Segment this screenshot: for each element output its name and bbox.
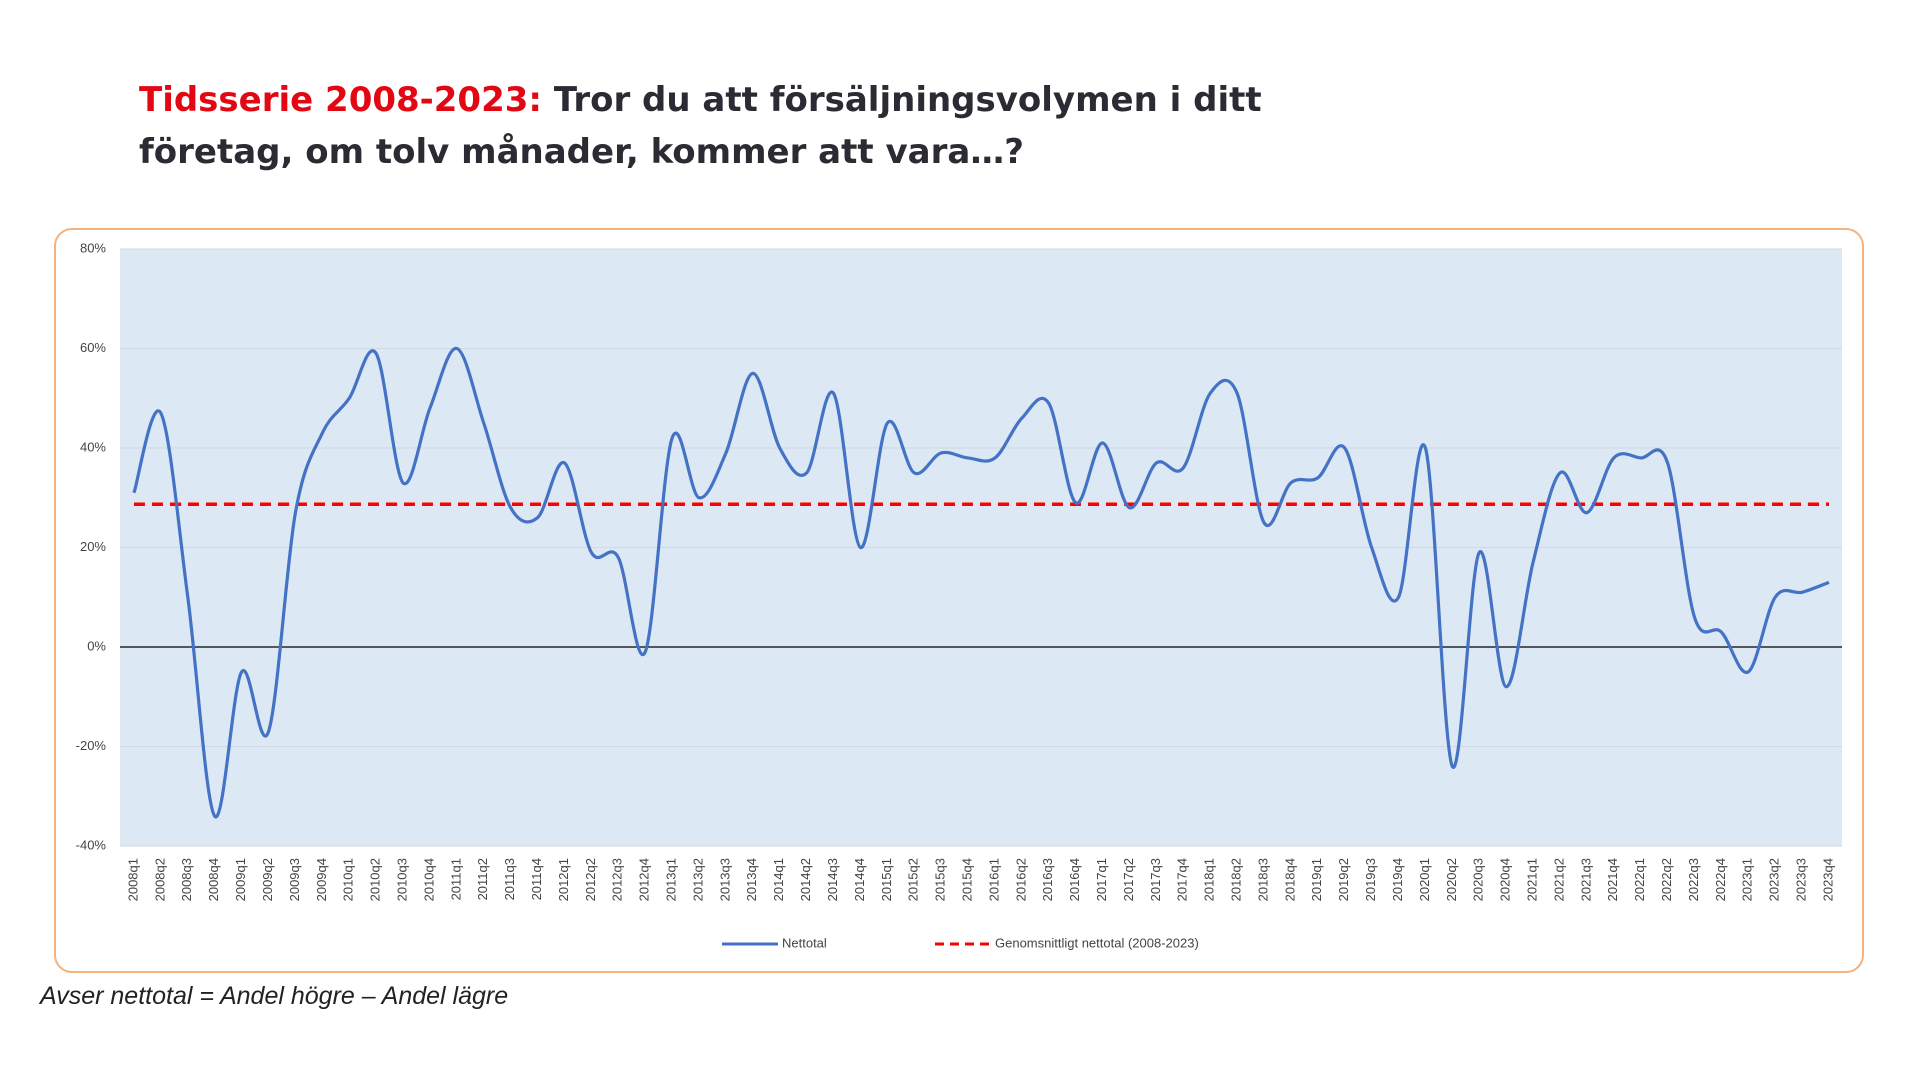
x-tick-label: 2012q3 [610, 858, 625, 901]
x-tick-label: 2022q3 [1686, 858, 1701, 901]
x-tick-label: 2018q2 [1229, 858, 1244, 901]
x-tick-label: 2017q3 [1148, 858, 1163, 901]
y-tick-label: -20% [76, 738, 107, 753]
x-tick-label: 2019q1 [1309, 858, 1324, 901]
y-tick-label: 80% [80, 240, 106, 255]
x-tick-label: 2019q2 [1336, 858, 1351, 901]
legend-label: Genomsnittligt nettotal (2008-2023) [995, 935, 1199, 950]
x-tick-label: 2018q3 [1255, 858, 1270, 901]
x-tick-label: 2016q2 [1013, 858, 1028, 901]
x-tick-label: 2018q4 [1282, 858, 1297, 901]
title-highlight: Tidsserie 2008-2023: [139, 80, 543, 120]
x-tick-label: 2016q3 [1040, 858, 1055, 901]
x-tick-label: 2023q3 [1794, 858, 1809, 901]
x-tick-label: 2021q4 [1605, 858, 1620, 901]
x-tick-label: 2014q3 [825, 858, 840, 901]
x-tick-label: 2017q1 [1094, 858, 1109, 901]
x-tick-label: 2010q1 [341, 858, 356, 901]
x-tick-label: 2022q1 [1632, 858, 1647, 901]
x-tick-label: 2009q2 [260, 858, 275, 901]
x-tick-label: 2015q2 [906, 858, 921, 901]
x-tick-label: 2023q1 [1740, 858, 1755, 901]
x-tick-label: 2022q2 [1659, 858, 1674, 901]
y-tick-label: -40% [76, 837, 107, 852]
x-tick-label: 2012q2 [583, 858, 598, 901]
x-tick-label: 2011q4 [529, 858, 544, 900]
x-tick-label: 2015q3 [933, 858, 948, 901]
x-tick-label: 2023q4 [1820, 858, 1835, 901]
x-tick-label: 2011q3 [502, 858, 517, 900]
x-tick-label: 2019q3 [1363, 858, 1378, 901]
legend-label: Nettotal [782, 935, 827, 950]
chart-frame [54, 228, 1864, 973]
x-tick-label: 2011q1 [448, 858, 463, 900]
x-tick-label: 2013q2 [690, 858, 705, 901]
x-tick-label: 2014q1 [771, 858, 786, 901]
x-tick-label: 2017q2 [1121, 858, 1136, 901]
x-tick-label: 2017q4 [1175, 858, 1190, 901]
x-tick-label: 2020q2 [1444, 858, 1459, 901]
x-tick-label: 2012q4 [637, 858, 652, 901]
x-tick-label: 2009q1 [233, 858, 248, 901]
y-tick-label: 0% [87, 638, 106, 653]
x-tick-label: 2011q2 [475, 858, 490, 900]
x-tick-label: 2010q2 [368, 858, 383, 901]
x-tick-label: 2015q1 [879, 858, 894, 901]
x-tick-label: 2014q4 [852, 858, 867, 901]
x-tick-label: 2008q1 [125, 858, 140, 901]
x-tick-label: 2023q2 [1767, 858, 1782, 901]
x-tick-label: 2020q1 [1417, 858, 1432, 901]
x-tick-label: 2008q3 [179, 858, 194, 901]
x-tick-label: 2019q4 [1390, 858, 1405, 901]
x-tick-label: 2010q3 [394, 858, 409, 901]
footnote: Avser nettotal = Andel högre – Andel läg… [40, 982, 509, 1010]
x-tick-label: 2021q3 [1578, 858, 1593, 901]
x-tick-label: 2010q4 [421, 858, 436, 901]
x-tick-label: 2014q2 [798, 858, 813, 901]
x-tick-label: 2018q1 [1202, 858, 1217, 901]
x-tick-label: 2022q4 [1713, 858, 1728, 901]
x-tick-label: 2015q4 [959, 858, 974, 901]
x-tick-label: 2008q4 [206, 858, 221, 901]
x-tick-label: 2016q4 [1067, 858, 1082, 901]
x-tick-label: 2016q1 [986, 858, 1001, 901]
title: Tidsserie 2008-2023: Tror du att försälj… [139, 74, 1279, 178]
x-tick-label: 2012q1 [556, 858, 571, 901]
title-text: Tror du att försäljningsvolymen i ditt f… [139, 80, 1262, 172]
x-tick-label: 2020q4 [1498, 858, 1513, 901]
x-tick-label: 2020q3 [1471, 858, 1486, 901]
x-tick-label: 2021q1 [1524, 858, 1539, 901]
x-tick-label: 2021q2 [1551, 858, 1566, 901]
x-tick-label: 2013q3 [717, 858, 732, 901]
y-tick-label: 20% [80, 539, 106, 554]
y-tick-label: 40% [80, 439, 106, 454]
x-tick-label: 2009q4 [314, 858, 329, 901]
y-tick-label: 60% [80, 340, 106, 355]
x-tick-label: 2013q4 [744, 858, 759, 901]
series-line [132, 346, 1830, 819]
x-tick-label: 2008q2 [152, 858, 167, 901]
x-tick-label: 2009q3 [287, 858, 302, 901]
x-tick-label: 2013q1 [664, 858, 679, 901]
